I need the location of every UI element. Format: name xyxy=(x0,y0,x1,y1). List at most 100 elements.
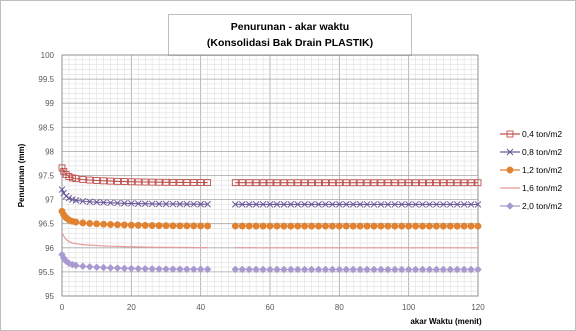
data-point xyxy=(148,200,156,208)
data-point xyxy=(273,201,281,208)
data-point xyxy=(363,201,371,208)
data-point xyxy=(426,179,433,187)
y-tick-label: 96 xyxy=(45,244,54,253)
data-point xyxy=(204,179,212,187)
data-point xyxy=(335,222,343,230)
data-point xyxy=(315,201,322,208)
data-point xyxy=(273,179,281,187)
data-point xyxy=(231,222,239,230)
data-point xyxy=(308,201,315,208)
data-point-stroke xyxy=(419,201,426,208)
data-point xyxy=(183,200,191,208)
data-point xyxy=(85,262,94,271)
data-point xyxy=(384,265,392,274)
data-point xyxy=(335,201,343,208)
data-point-stroke xyxy=(183,200,191,208)
data-point xyxy=(446,265,455,274)
data-point xyxy=(197,222,205,230)
data-point xyxy=(169,178,177,186)
data-point xyxy=(141,200,149,208)
data-point xyxy=(183,179,191,186)
data-point xyxy=(405,201,413,208)
data-point xyxy=(259,201,267,208)
y-tick-label: 96.5 xyxy=(38,220,54,229)
data-point xyxy=(280,265,288,274)
y-tick-label: 97.5 xyxy=(38,172,54,181)
data-point xyxy=(322,201,329,208)
data-point xyxy=(231,265,240,274)
data-point-stroke xyxy=(349,201,357,208)
data-point xyxy=(169,222,177,230)
data-point xyxy=(370,222,378,230)
data-point xyxy=(474,222,482,230)
series xyxy=(61,232,478,249)
data-point xyxy=(134,200,142,207)
data-point xyxy=(99,263,108,272)
data-point-stroke xyxy=(58,186,66,193)
data-point xyxy=(169,265,177,273)
data-point xyxy=(433,201,440,208)
data-point xyxy=(93,177,101,184)
data-point xyxy=(155,178,163,186)
data-point xyxy=(308,222,316,230)
data-point xyxy=(342,265,351,274)
x-tick-label: 40 xyxy=(196,303,205,312)
data-point-stroke xyxy=(315,201,322,208)
data-point xyxy=(68,174,76,182)
data-point xyxy=(280,179,288,187)
data-point-stroke xyxy=(100,199,107,206)
data-point xyxy=(418,265,427,274)
legend-label: 0,4 ton/m2 xyxy=(522,129,562,139)
data-point xyxy=(100,177,108,185)
data-point xyxy=(294,201,302,208)
data-point xyxy=(377,179,385,187)
legend-item: 1,6 ton/m2 xyxy=(500,183,562,193)
grid xyxy=(61,54,479,297)
data-point xyxy=(307,265,316,274)
data-point xyxy=(390,265,399,274)
data-point-stroke xyxy=(287,201,295,208)
data-point xyxy=(189,265,198,274)
data-point xyxy=(62,192,70,200)
data-point-stroke xyxy=(453,201,461,208)
data-point xyxy=(231,200,239,208)
chart-title: Penurunan - akar waktu xyxy=(230,21,350,33)
data-point xyxy=(356,265,364,274)
data-point-stroke xyxy=(141,200,149,208)
data-point xyxy=(245,222,253,230)
data-point xyxy=(190,179,198,186)
data-point-stroke xyxy=(405,201,413,208)
series-layer xyxy=(58,164,482,274)
data-point xyxy=(176,200,184,208)
data-point xyxy=(335,265,344,274)
data-point xyxy=(114,221,121,229)
data-point xyxy=(453,179,461,187)
data-point xyxy=(425,265,434,274)
data-point xyxy=(300,265,309,274)
data-point xyxy=(460,201,468,208)
data-point-stroke xyxy=(412,201,419,208)
y-tick-label: 98 xyxy=(45,147,54,156)
data-point xyxy=(308,179,316,187)
data-point xyxy=(370,265,378,274)
data-point xyxy=(301,222,309,230)
data-point xyxy=(474,265,482,274)
data-point xyxy=(356,222,364,230)
data-point-stroke xyxy=(474,201,482,208)
data-point xyxy=(342,201,350,208)
data-point xyxy=(404,265,413,274)
series xyxy=(58,207,482,230)
data-point xyxy=(280,201,288,208)
data-point xyxy=(93,220,101,228)
data-point-stroke xyxy=(93,198,101,206)
data-point-stroke xyxy=(245,201,253,208)
data-point-stroke xyxy=(446,201,454,208)
data-point xyxy=(141,221,149,229)
data-point-stroke xyxy=(169,200,177,208)
data-point xyxy=(377,265,385,274)
data-point xyxy=(79,219,87,227)
data-point xyxy=(301,179,309,187)
data-point xyxy=(245,265,254,274)
data-point xyxy=(349,222,357,230)
data-point-stroke xyxy=(259,201,267,208)
